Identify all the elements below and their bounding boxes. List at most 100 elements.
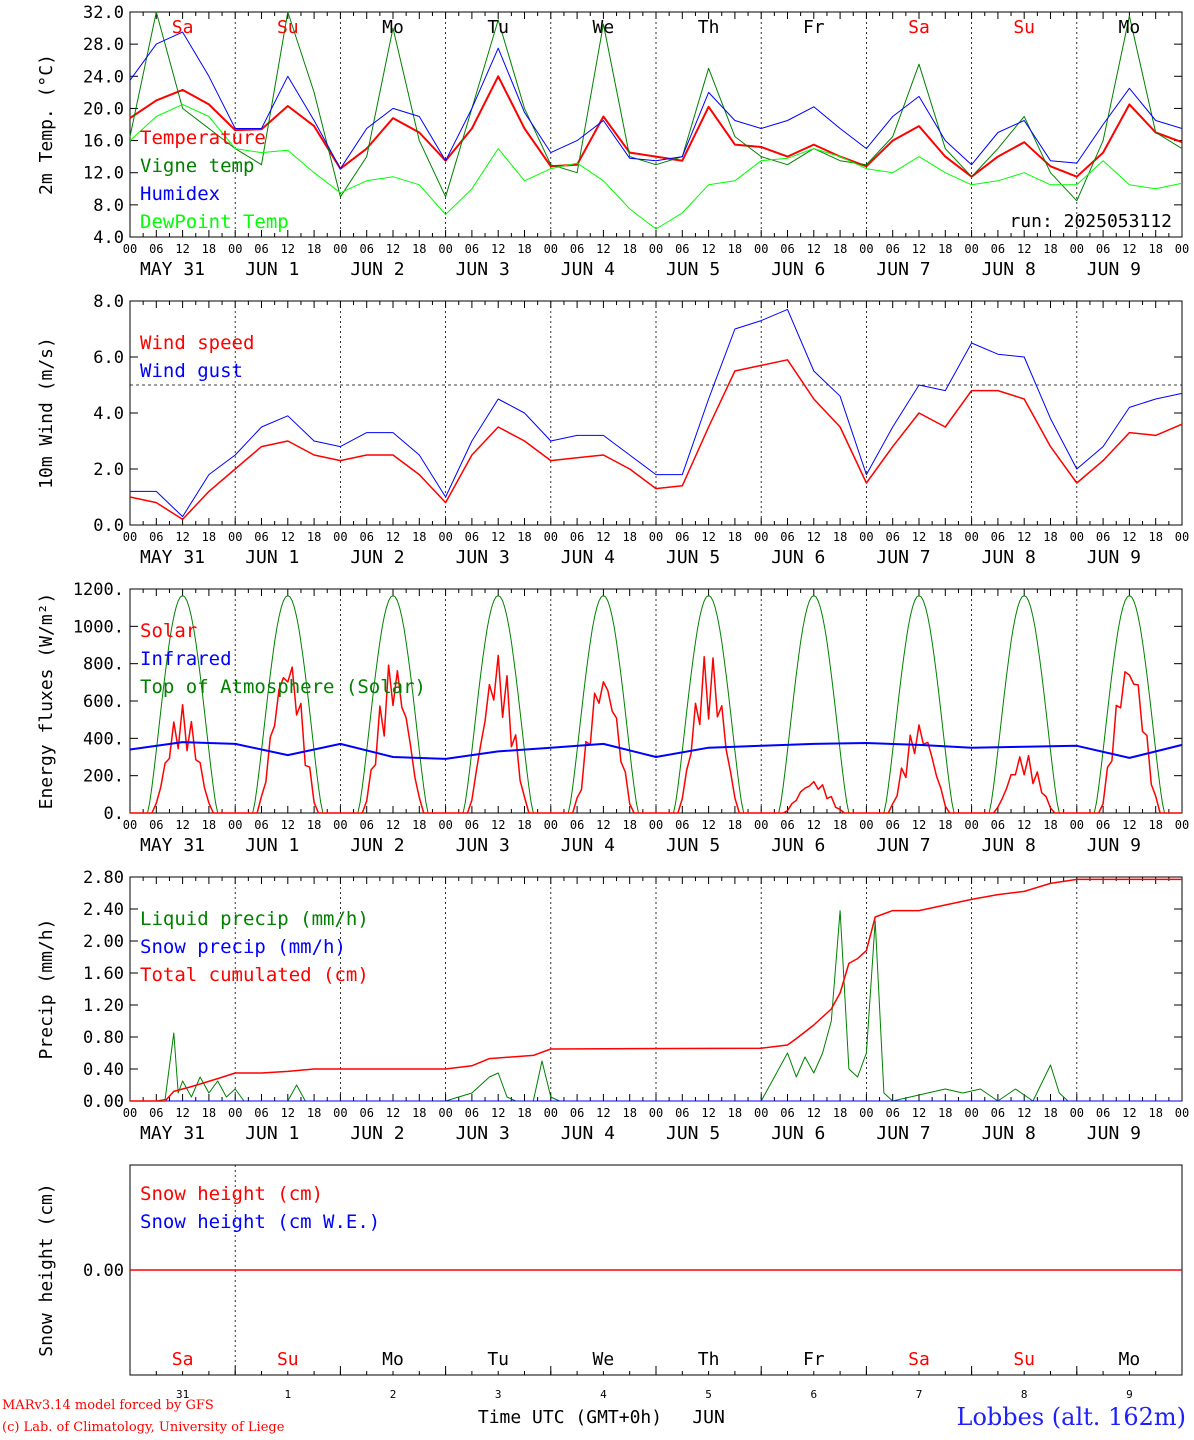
energy-hour-label: 00 — [544, 818, 558, 832]
precip-hour-label: 18 — [307, 1106, 321, 1120]
temp-hour-label: 18 — [202, 242, 216, 256]
precip-hour-label: 00 — [438, 1106, 452, 1120]
bottom-day-number: 3 — [495, 1388, 502, 1401]
temp-day-name: Sa — [908, 17, 930, 38]
temp-hour-label: 00 — [228, 242, 242, 256]
precip-hour-label: 06 — [254, 1106, 268, 1120]
energy-date-label: JUN 1 — [245, 835, 299, 856]
energy-y-label: 1200. — [73, 580, 124, 600]
energy-hour-label: 06 — [991, 818, 1005, 832]
precip-hour-label: 18 — [622, 1106, 636, 1120]
wind-legend-entry: Wind gust — [140, 360, 243, 382]
precip-legend-entry: Liquid precip (mm/h) — [140, 908, 369, 930]
temp-hour-label: 00 — [1175, 242, 1189, 256]
temp-hour-label: 00 — [754, 242, 768, 256]
snow-y-title: Snow height (cm) — [36, 1183, 57, 1356]
temp-date-label: MAY 31 — [140, 259, 205, 280]
precip-legend-entry: Total cumulated (cm) — [140, 964, 369, 986]
wind-hour-label: 06 — [149, 530, 163, 544]
energy-legend-entry: Infrared — [140, 648, 232, 670]
temp-y-title: 2m Temp. (°C) — [36, 54, 57, 195]
temp-hour-label: 18 — [1043, 242, 1057, 256]
energy-hour-label: 06 — [675, 818, 689, 832]
precip-y-label: 2.80 — [83, 868, 124, 888]
energy-hour-label: 06 — [149, 818, 163, 832]
snow-day-name: Tu — [487, 1349, 509, 1370]
snow-day-name: Mo — [1119, 1349, 1141, 1370]
wind-hour-label: 18 — [1043, 530, 1057, 544]
energy-hour-label: 00 — [754, 818, 768, 832]
temp-hour-label: 18 — [938, 242, 952, 256]
temp-hour-label: 06 — [359, 242, 373, 256]
wind-hour-label: 00 — [1070, 530, 1084, 544]
snow-day-name: Th — [698, 1349, 720, 1370]
wind-hour-label: 00 — [754, 530, 768, 544]
energy-hour-label: 00 — [228, 818, 242, 832]
temp-y-label: 4.0 — [93, 228, 124, 248]
wind-hour-label: 00 — [649, 530, 663, 544]
energy-date-label: JUN 2 — [350, 835, 404, 856]
energy-hour-label: 12 — [281, 818, 295, 832]
energy-y-label: 200. — [83, 767, 124, 787]
wind-hour-label: 00 — [859, 530, 873, 544]
temp-hour-label: 06 — [1096, 242, 1110, 256]
energy-hour-label: 12 — [807, 818, 821, 832]
energy-hour-label: 12 — [175, 818, 189, 832]
temp-hour-label: 18 — [728, 242, 742, 256]
wind-date-label: MAY 31 — [140, 547, 205, 568]
energy-date-label: MAY 31 — [140, 835, 205, 856]
temp-day-name: Su — [1013, 17, 1035, 38]
precip-hour-label: 12 — [386, 1106, 400, 1120]
precip-date-label: JUN 7 — [876, 1123, 930, 1144]
wind-y-label: 4.0 — [93, 404, 124, 424]
temp-hour-label: 00 — [544, 242, 558, 256]
energy-hour-label: 00 — [123, 818, 137, 832]
energy-hour-label: 12 — [912, 818, 926, 832]
lab-credit: (c) Lab. of Climatology, University of L… — [2, 1420, 285, 1435]
wind-hour-label: 00 — [333, 530, 347, 544]
snow-day-name: Sa — [172, 1349, 194, 1370]
bottom-day-number: 1 — [284, 1388, 291, 1401]
temp-y-label: 28.0 — [83, 35, 124, 55]
precip-date-label: JUN 4 — [561, 1123, 615, 1144]
wind-hour-label: 12 — [491, 530, 505, 544]
temp-hour-label: 12 — [1017, 242, 1031, 256]
wind-hour-label: 12 — [701, 530, 715, 544]
wind-hour-label: 12 — [912, 530, 926, 544]
wind-hour-label: 18 — [622, 530, 636, 544]
precip-hour-label: 06 — [570, 1106, 584, 1120]
wind-hour-label: 12 — [175, 530, 189, 544]
precip-hour-label: 12 — [912, 1106, 926, 1120]
snow-day-name: Sa — [908, 1349, 930, 1370]
temp-hour-label: 12 — [701, 242, 715, 256]
wind-hour-label: 12 — [386, 530, 400, 544]
precip-hour-label: 00 — [1070, 1106, 1084, 1120]
wind-hour-label: 00 — [228, 530, 242, 544]
energy-hour-label: 18 — [1148, 818, 1162, 832]
energy-date-label: JUN 3 — [456, 835, 510, 856]
precip-hour-label: 18 — [517, 1106, 531, 1120]
energy-hour-label: 18 — [1043, 818, 1057, 832]
precip-date-label: JUN 2 — [350, 1123, 404, 1144]
wind-hour-label: 06 — [885, 530, 899, 544]
precip-date-label: JUN 6 — [771, 1123, 825, 1144]
precip-hour-label: 12 — [281, 1106, 295, 1120]
energy-hour-label: 00 — [438, 818, 452, 832]
energy-hour-label: 12 — [701, 818, 715, 832]
wind-y-label: 6.0 — [93, 348, 124, 368]
dewpoint-temp-line — [129, 103, 1183, 230]
energy-hour-label: 12 — [596, 818, 610, 832]
precip-y-label: 0.00 — [83, 1092, 124, 1112]
energy-hour-label: 18 — [412, 818, 426, 832]
precip-hour-label: 12 — [1122, 1106, 1136, 1120]
wind-hour-label: 00 — [438, 530, 452, 544]
energy-y-label: 0. — [104, 804, 124, 824]
energy-hour-label: 18 — [307, 818, 321, 832]
temp-hour-label: 12 — [807, 242, 821, 256]
wind-y-label: 0.0 — [93, 516, 124, 536]
wind-date-label: JUN 6 — [771, 547, 825, 568]
precip-date-label: JUN 9 — [1087, 1123, 1141, 1144]
precip-y-label: 1.20 — [83, 996, 124, 1016]
wind-hour-label: 18 — [1148, 530, 1162, 544]
temp-y-label: 16.0 — [83, 132, 124, 152]
